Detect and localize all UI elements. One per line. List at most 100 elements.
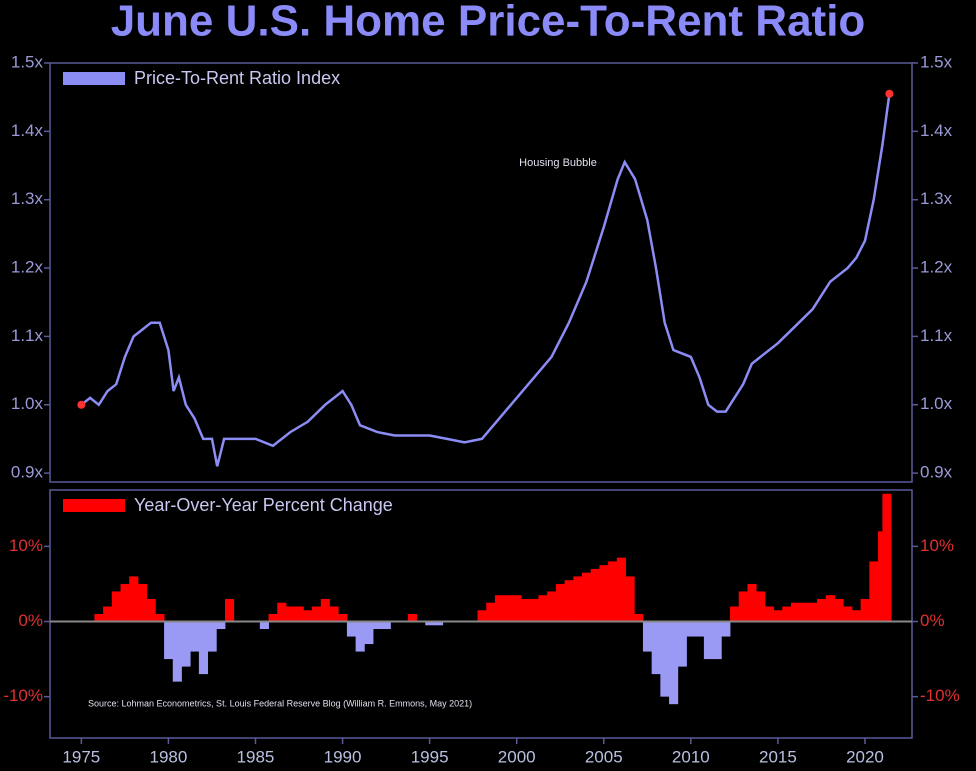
bar [494,595,505,622]
bar [669,621,679,705]
y-tick-label: 1.1x [11,326,44,345]
bar [773,610,783,622]
bar [190,621,200,652]
bar [155,614,165,622]
y-tick-label: 1.2x [920,258,953,277]
x-tick-label: 1995 [411,747,449,766]
y-tick-label: 1.1x [920,326,953,345]
bar [608,561,618,622]
bar [686,621,696,637]
bar [103,606,113,622]
bar [521,598,531,622]
endpoint-dot [77,400,86,409]
panel-frame [49,62,913,483]
bar [660,621,670,697]
x-tick-label: 1985 [237,747,275,766]
bar [94,614,104,622]
bar [547,591,557,622]
bar [651,621,661,675]
bar [277,602,287,622]
x-tick-label: 1990 [324,747,362,766]
bar [172,621,182,682]
legend-label: Year-Over-Year Percent Change [134,495,393,515]
bar [703,621,714,660]
bar [730,606,740,622]
bar [407,614,417,622]
bar [329,606,339,622]
bar [882,493,892,622]
x-tick-label: 2020 [846,747,884,766]
bar [782,606,792,622]
bar [582,572,592,622]
bar [425,621,435,626]
bar [825,595,835,622]
bar [433,621,444,626]
bar [642,621,653,652]
y-tick-label: 10% [9,536,43,555]
y-tick-label: -10% [3,686,43,705]
y-tick-label: 0% [18,611,43,630]
bar [164,621,174,660]
bar [198,621,208,675]
y-tick-label: 1.5x [11,52,44,71]
bar [320,598,330,622]
bar [555,583,565,622]
y-tick-label: 0% [920,611,945,630]
bar [225,598,235,622]
bar [817,598,827,622]
bar [738,591,748,622]
bar [503,595,513,622]
bar [695,621,705,637]
bar [207,621,217,652]
bar [599,565,609,622]
y-tick-label: 1.0x [11,394,44,413]
bar [573,576,583,622]
panel-frame [49,489,913,739]
bar [590,568,600,622]
bar [634,614,644,622]
bar [677,621,687,667]
bar [616,557,626,622]
bar [860,598,870,622]
bar [625,576,635,622]
y-tick-label: 1.3x [920,189,953,208]
legend-swatch [63,499,125,512]
y-tick-label: 1.3x [11,189,44,208]
bar [364,621,374,645]
y-tick-label: 1.5x [920,52,953,71]
bar [512,595,522,622]
legend-label: Price-To-Rent Ratio Index [134,68,340,88]
bar [381,621,391,630]
bar [764,606,774,622]
y-tick-label: 10% [920,536,954,555]
bar [285,606,296,622]
bar [869,561,879,622]
bar [843,606,853,622]
x-tick-label: 2005 [585,747,623,766]
bar [477,610,487,622]
bar [712,621,722,660]
x-tick-label: 1980 [150,747,188,766]
y-tick-label: 1.4x [920,121,953,140]
bar [294,606,304,622]
bar [529,598,539,622]
bar [312,606,322,622]
bar [747,583,757,622]
bar [129,576,139,622]
bar [259,621,269,630]
bar [721,621,731,637]
endpoint-dot [885,89,894,98]
bar [120,583,130,622]
bar [111,591,121,622]
bar [137,583,148,622]
bar [756,591,766,622]
y-tick-label: -10% [920,686,960,705]
bar [790,602,801,622]
bar [373,621,383,630]
x-tick-label: 1975 [62,747,100,766]
source-note: Source: Lohman Econometrics, St. Louis F… [88,698,472,708]
line-series [80,93,891,467]
bar [834,598,844,622]
y-tick-label: 1.4x [11,121,44,140]
